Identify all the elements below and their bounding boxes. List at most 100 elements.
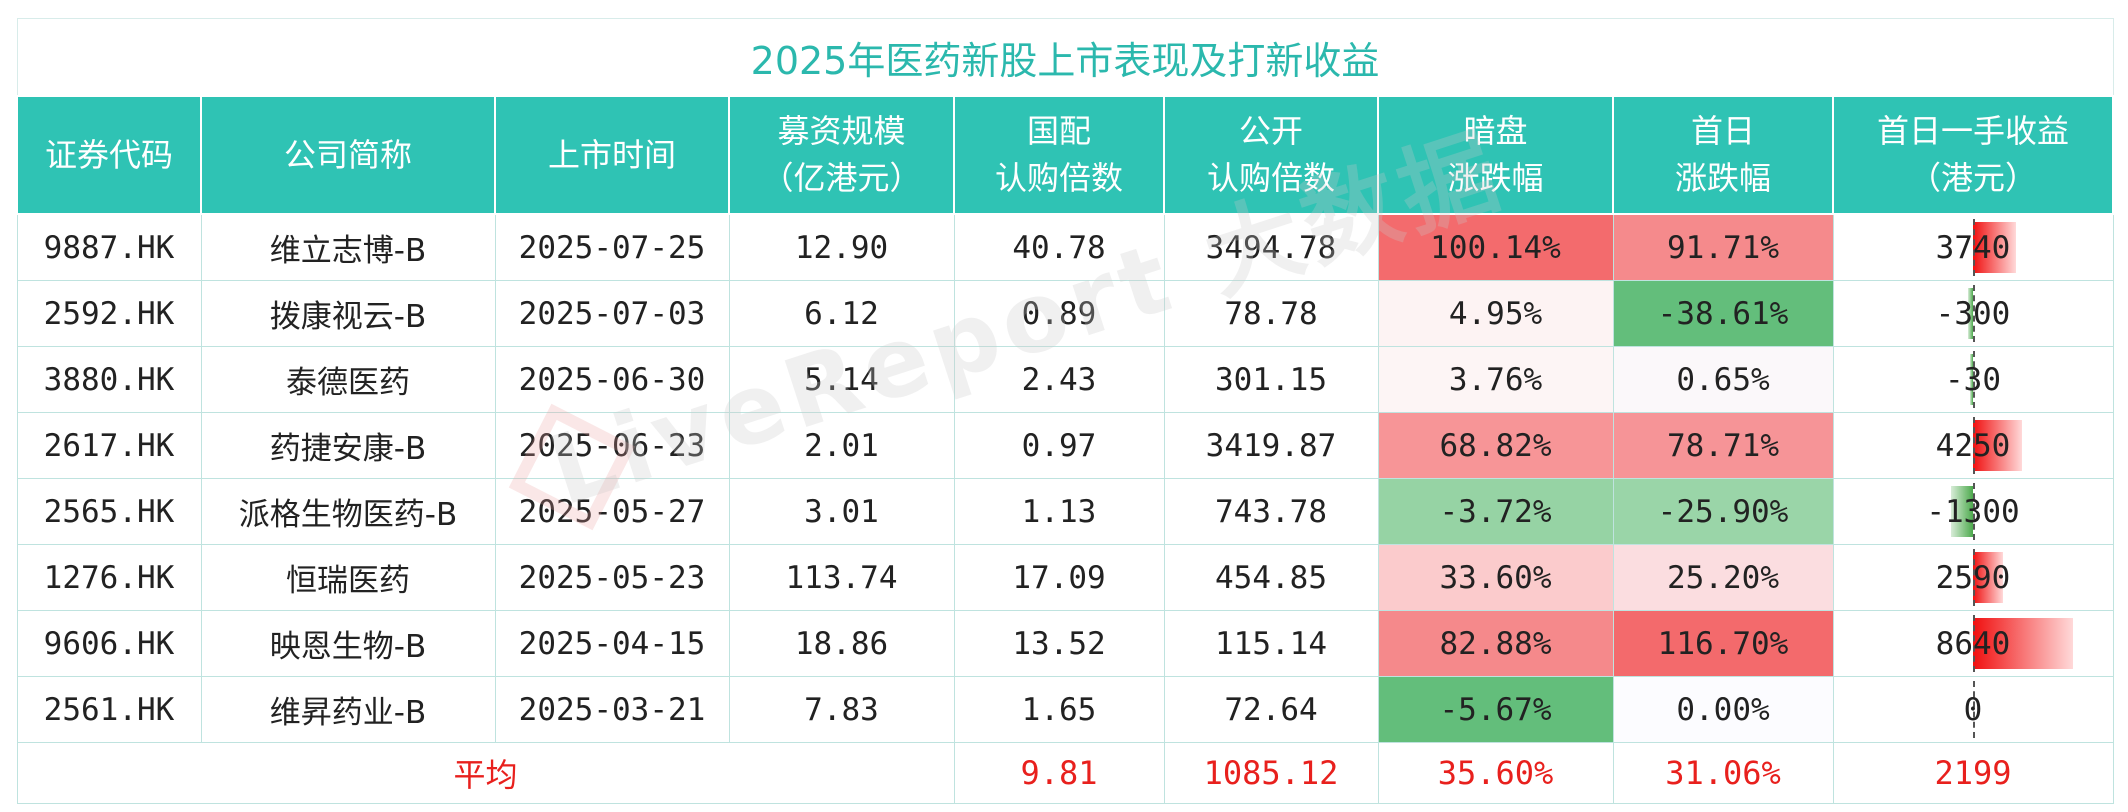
cell-public: 454.85 — [1163, 544, 1379, 611]
table-row: 3880.HK 泰德医药 2025-06-30 5.14 2.43 301.15 3.76%… — [16, 346, 2114, 413]
earn-data-bar — [1973, 552, 2003, 603]
header-earn-line2: （港元） — [1908, 159, 2037, 197]
cell-company: 维立志博-B — [200, 213, 496, 281]
header-first-line1: 首日 — [1690, 112, 1755, 150]
cell-code: 2565.HK — [16, 478, 202, 545]
earn-data-bar — [1973, 420, 2023, 471]
earn-value: 8640 — [1935, 625, 2011, 662]
earn-axis-line — [1973, 549, 1975, 606]
cell-first: 0.65% — [1612, 346, 1834, 413]
cell-date: 2025-06-30 — [494, 346, 730, 413]
header-public: 公开 认购倍数 — [1163, 95, 1379, 215]
header-public-line2: 认购倍数 — [1206, 159, 1335, 197]
cell-public: 3494.78 — [1163, 213, 1379, 281]
earn-axis-line — [1973, 417, 1975, 474]
header-company: 公司简称 — [200, 95, 496, 215]
table-frame: 2025年医药新股上市表现及打新收益 证券代码 公司简称 上市时间 募资规模 （亿… — [16, 18, 2114, 804]
header-raise-line2: （亿港元） — [761, 159, 922, 197]
cell-date: 2025-05-23 — [494, 544, 730, 611]
cell-first: 91.71% — [1612, 213, 1834, 281]
cell-code: 9606.HK — [16, 610, 202, 677]
cell-dark: 82.88% — [1377, 610, 1614, 677]
cell-first: 0.00% — [1612, 676, 1834, 743]
cell-company: 恒瑞医药 — [200, 544, 496, 611]
header-date: 上市时间 — [494, 95, 730, 215]
cell-intl: 1.65 — [953, 676, 1165, 743]
cell-raise: 113.74 — [728, 544, 955, 611]
header-raise: 募资规模 （亿港元） — [728, 95, 955, 215]
header-intl: 国配 认购倍数 — [953, 95, 1165, 215]
cell-dark: 33.60% — [1377, 544, 1614, 611]
cell-dark: -5.67% — [1377, 676, 1614, 743]
table-title: 2025年医药新股上市表现及打新收益 — [16, 18, 2114, 97]
earn-axis-line — [1973, 681, 1975, 738]
cell-raise: 7.83 — [728, 676, 955, 743]
cell-first: -25.90% — [1612, 478, 1834, 545]
header-intl-line2: 认购倍数 — [994, 159, 1123, 197]
cell-dark: 68.82% — [1377, 412, 1614, 479]
header-dark: 暗盘 涨跌幅 — [1377, 95, 1614, 215]
cell-date: 2025-04-15 — [494, 610, 730, 677]
earn-value: 2590 — [1935, 559, 2011, 596]
cell-company: 泰德医药 — [200, 346, 496, 413]
table-row: 2565.HK 派格生物医药-B 2025-05-27 3.01 1.13 743.78-… — [16, 478, 2114, 545]
cell-earn: -30 — [1832, 346, 2114, 413]
cell-public: 301.15 — [1163, 346, 1379, 413]
average-intl: 9.81 — [953, 742, 1165, 804]
header-first: 首日 涨跌幅 — [1612, 95, 1834, 215]
earn-data-bar — [1973, 618, 2073, 669]
cell-dark: 3.76% — [1377, 346, 1614, 413]
cell-date: 2025-07-03 — [494, 280, 730, 347]
earn-axis-line — [1973, 615, 1975, 672]
earn-value: -30 — [1945, 361, 2001, 398]
average-first: 31.06% — [1612, 742, 1834, 804]
cell-earn: -300 — [1832, 280, 2114, 347]
cell-code: 9887.HK — [16, 213, 202, 281]
table-row: 1276.HK 恒瑞医药 2025-05-23 113.74 17.09 454.85 33… — [16, 544, 2114, 611]
cell-code: 3880.HK — [16, 346, 202, 413]
cell-raise: 3.01 — [728, 478, 955, 545]
cell-public: 115.14 — [1163, 610, 1379, 677]
earn-axis-line — [1973, 219, 1975, 276]
cell-public: 72.64 — [1163, 676, 1379, 743]
earn-value: 0 — [1963, 691, 1983, 728]
table-row: 9606.HK 映恩生物-B 2025-04-15 18.86 13.52 115.14 8… — [16, 610, 2114, 677]
cell-company: 派格生物医药-B — [200, 478, 496, 545]
cell-dark: 4.95% — [1377, 280, 1614, 347]
cell-first: 116.70% — [1612, 610, 1834, 677]
cell-earn: -1300 — [1832, 478, 2114, 545]
ipo-table: 2025年医药新股上市表现及打新收益 证券代码 公司简称 上市时间 募资规模 （亿… — [16, 18, 2114, 804]
cell-raise: 6.12 — [728, 280, 955, 347]
earn-axis-line — [1973, 285, 1975, 342]
header-earn: 首日一手收益 （港元） — [1832, 95, 2114, 215]
cell-intl: 17.09 — [953, 544, 1165, 611]
header-public-line1: 公开 — [1238, 112, 1303, 150]
cell-company: 药捷安康-B — [200, 412, 496, 479]
earn-value: -300 — [1935, 295, 2011, 332]
header-raise-line1: 募资规模 — [777, 112, 906, 150]
average-public: 1085.12 — [1163, 742, 1379, 804]
earn-value: 4250 — [1935, 427, 2011, 464]
header-row: 证券代码 公司简称 上市时间 募资规模 （亿港元） 国配 认购倍数 公开 认购倍数 暗… — [16, 95, 2114, 215]
average-row: 平均 9.81 1085.12 35.60% 31.06% 2199 — [16, 742, 2114, 804]
earn-data-bar — [1967, 288, 1973, 339]
header-dark-line1: 暗盘 — [1463, 112, 1528, 150]
header-earn-line1: 首日一手收益 — [1876, 112, 2069, 150]
cell-earn: 8640 — [1832, 610, 2114, 677]
earn-value: 3740 — [1935, 229, 2011, 266]
average-label: 平均 — [16, 742, 955, 804]
earn-axis-line — [1973, 351, 1975, 408]
cell-date: 2025-03-21 — [494, 676, 730, 743]
earn-data-bar — [1970, 354, 1973, 405]
cell-intl: 1.13 — [953, 478, 1165, 545]
cell-public: 3419.87 — [1163, 412, 1379, 479]
cell-raise: 18.86 — [728, 610, 955, 677]
cell-first: -38.61% — [1612, 280, 1834, 347]
header-first-line2: 涨跌幅 — [1674, 159, 1771, 197]
table-row: 9887.HK 维立志博-B 2025-07-25 12.90 40.78 3494.78… — [16, 213, 2114, 281]
cell-raise: 12.90 — [728, 213, 955, 281]
cell-intl: 0.97 — [953, 412, 1165, 479]
cell-earn: 0 — [1832, 676, 2114, 743]
earn-data-bar — [1973, 222, 2017, 273]
cell-code: 1276.HK — [16, 544, 202, 611]
